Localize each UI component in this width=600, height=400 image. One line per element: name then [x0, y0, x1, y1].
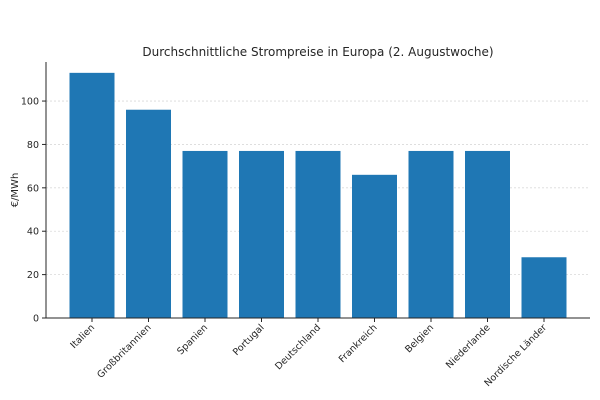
- x-tick-label: Belgien: [403, 322, 436, 355]
- y-tick-label: 0: [33, 314, 39, 325]
- chart-title: Durchschnittliche Strompreise in Europa …: [142, 45, 493, 59]
- bar-4: [295, 150, 341, 318]
- bar-layer: [69, 72, 567, 318]
- y-tick-label: 40: [27, 227, 39, 238]
- y-tick-label: 60: [27, 183, 39, 194]
- x-tick-label: Deutschland: [273, 322, 323, 372]
- bar-1: [126, 109, 171, 318]
- y-tick-label: 20: [27, 270, 39, 281]
- bar-7: [465, 150, 510, 318]
- x-tick-label: Großbritannien: [95, 322, 153, 380]
- bar-8: [521, 257, 567, 318]
- x-tick-label: Portugal: [231, 322, 267, 358]
- y-axis-label: €/MWh: [10, 173, 21, 208]
- bar-3: [239, 150, 284, 318]
- bar-5: [352, 174, 397, 318]
- y-tick-label: 100: [21, 97, 39, 108]
- x-tick-label: Niederlande: [444, 322, 493, 371]
- bar-0: [69, 72, 115, 318]
- x-tick-label: Frankreich: [337, 322, 380, 365]
- x-tick-label: Italien: [68, 322, 97, 351]
- x-tick-label: Nordische Länder: [482, 322, 549, 389]
- x-tick-label: Spanien: [175, 322, 210, 357]
- y-tick-label: 80: [27, 140, 39, 151]
- bar-2: [182, 150, 228, 318]
- bar-6: [408, 150, 454, 318]
